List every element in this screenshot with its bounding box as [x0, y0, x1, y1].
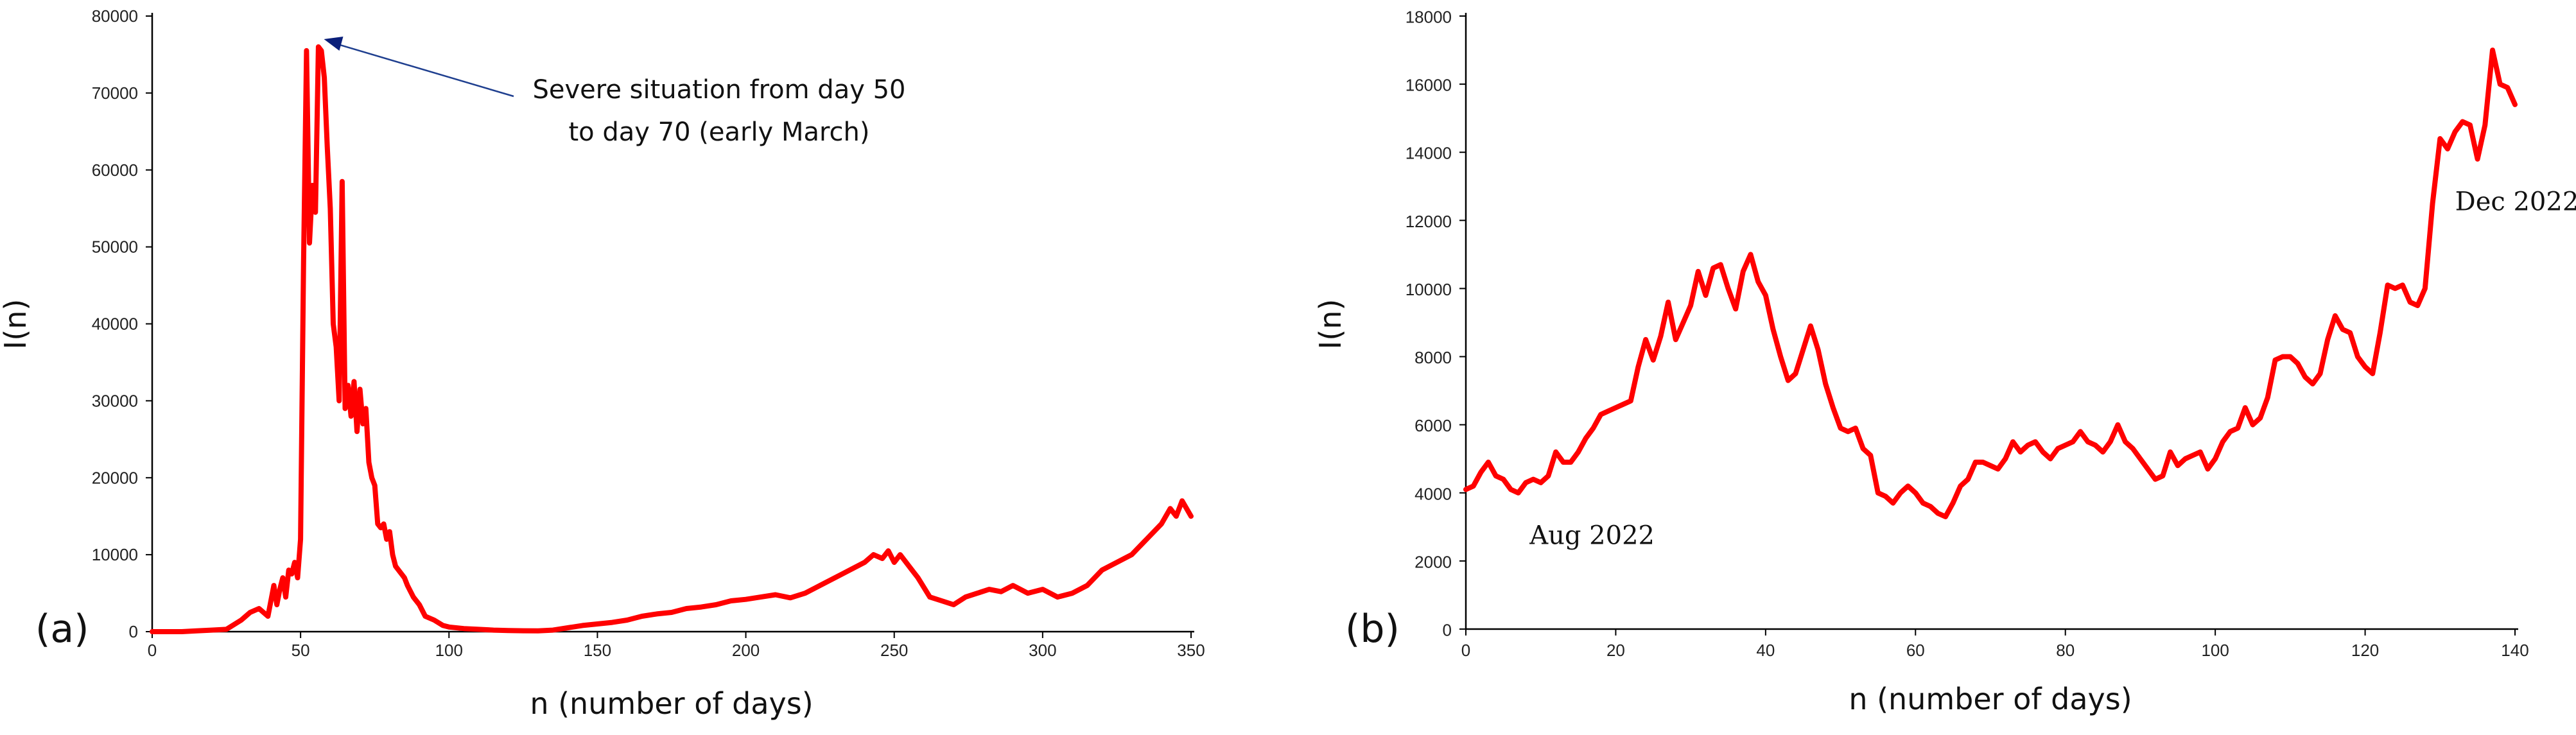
annotation-text-line2: to day 70 (early March)	[569, 117, 870, 147]
x-tick-label: 300	[1029, 641, 1056, 660]
x-tick-label: 20	[1606, 641, 1625, 660]
y-tick-label: 2000	[1414, 552, 1452, 571]
y-tick-label: 4000	[1414, 484, 1452, 503]
annotation-text-line1: Severe situation from day 50	[533, 75, 906, 105]
y-tick-label: 40000	[92, 315, 138, 334]
y-tick-label: 6000	[1414, 416, 1452, 435]
y-tick-label: 60000	[92, 160, 138, 180]
y-axis-title-b: I(n)	[1313, 299, 1348, 350]
y-axis-title-a: I(n)	[0, 299, 33, 350]
panel-label-a: (a)	[35, 607, 89, 652]
x-tick-label: 0	[1461, 641, 1470, 660]
x-tick-label: 80	[2056, 641, 2075, 660]
y-tick-label: 18000	[1405, 8, 1452, 27]
y-tick-label: 20000	[92, 468, 138, 487]
annotation-label-start: Aug 2022	[1529, 521, 1655, 550]
x-tick-label: 150	[584, 641, 611, 660]
annotation-label-end: Dec 2022	[2455, 187, 2576, 216]
x-tick-label: 200	[732, 641, 760, 660]
annotation-arrowhead-icon	[324, 36, 344, 51]
chart-panel-b: 0 2000 4000 6000 8000 10000 12000 14000 16000 180…	[1313, 8, 2576, 717]
y-tick-label: 16000	[1405, 76, 1452, 95]
x-tick-label: 100	[2201, 641, 2229, 660]
series-line-b	[1463, 48, 2518, 519]
y-tick-label: 50000	[92, 238, 138, 257]
x-tick-label: 120	[2351, 641, 2379, 660]
y-tick-label: 14000	[1405, 144, 1452, 163]
x-tick-label: 140	[2501, 641, 2528, 660]
panel-label-b: (b)	[1345, 607, 1400, 652]
y-tick-label: 80000	[92, 6, 138, 26]
x-tick-label: 50	[292, 641, 310, 660]
y-tick-label: 10000	[1405, 280, 1452, 299]
y-tick-label: 70000	[92, 83, 138, 103]
y-tick-label: 8000	[1414, 348, 1452, 367]
x-axis-title-a: n (number of days)	[530, 686, 813, 721]
chart-panel-a: 0 10000 20000 30000 40000 50000 60000 70000 8000…	[0, 6, 1205, 721]
series-line-a	[150, 44, 1194, 634]
x-axis-title-b: n (number of days)	[1849, 682, 2132, 716]
y-tick-label: 0	[1443, 621, 1452, 640]
x-tick-label: 100	[435, 641, 463, 660]
x-tick-label: 350	[1177, 641, 1205, 660]
x-tick-label: 40	[1756, 641, 1775, 660]
x-tick-label: 0	[148, 641, 157, 660]
y-tick-label: 30000	[92, 391, 138, 410]
annotation-arrow-line	[335, 42, 514, 98]
y-tick-label: 0	[129, 622, 138, 641]
y-tick-label: 10000	[92, 545, 138, 564]
y-tick-label: 12000	[1405, 212, 1452, 231]
x-tick-label: 250	[880, 641, 908, 660]
x-tick-label: 60	[1906, 641, 1925, 660]
